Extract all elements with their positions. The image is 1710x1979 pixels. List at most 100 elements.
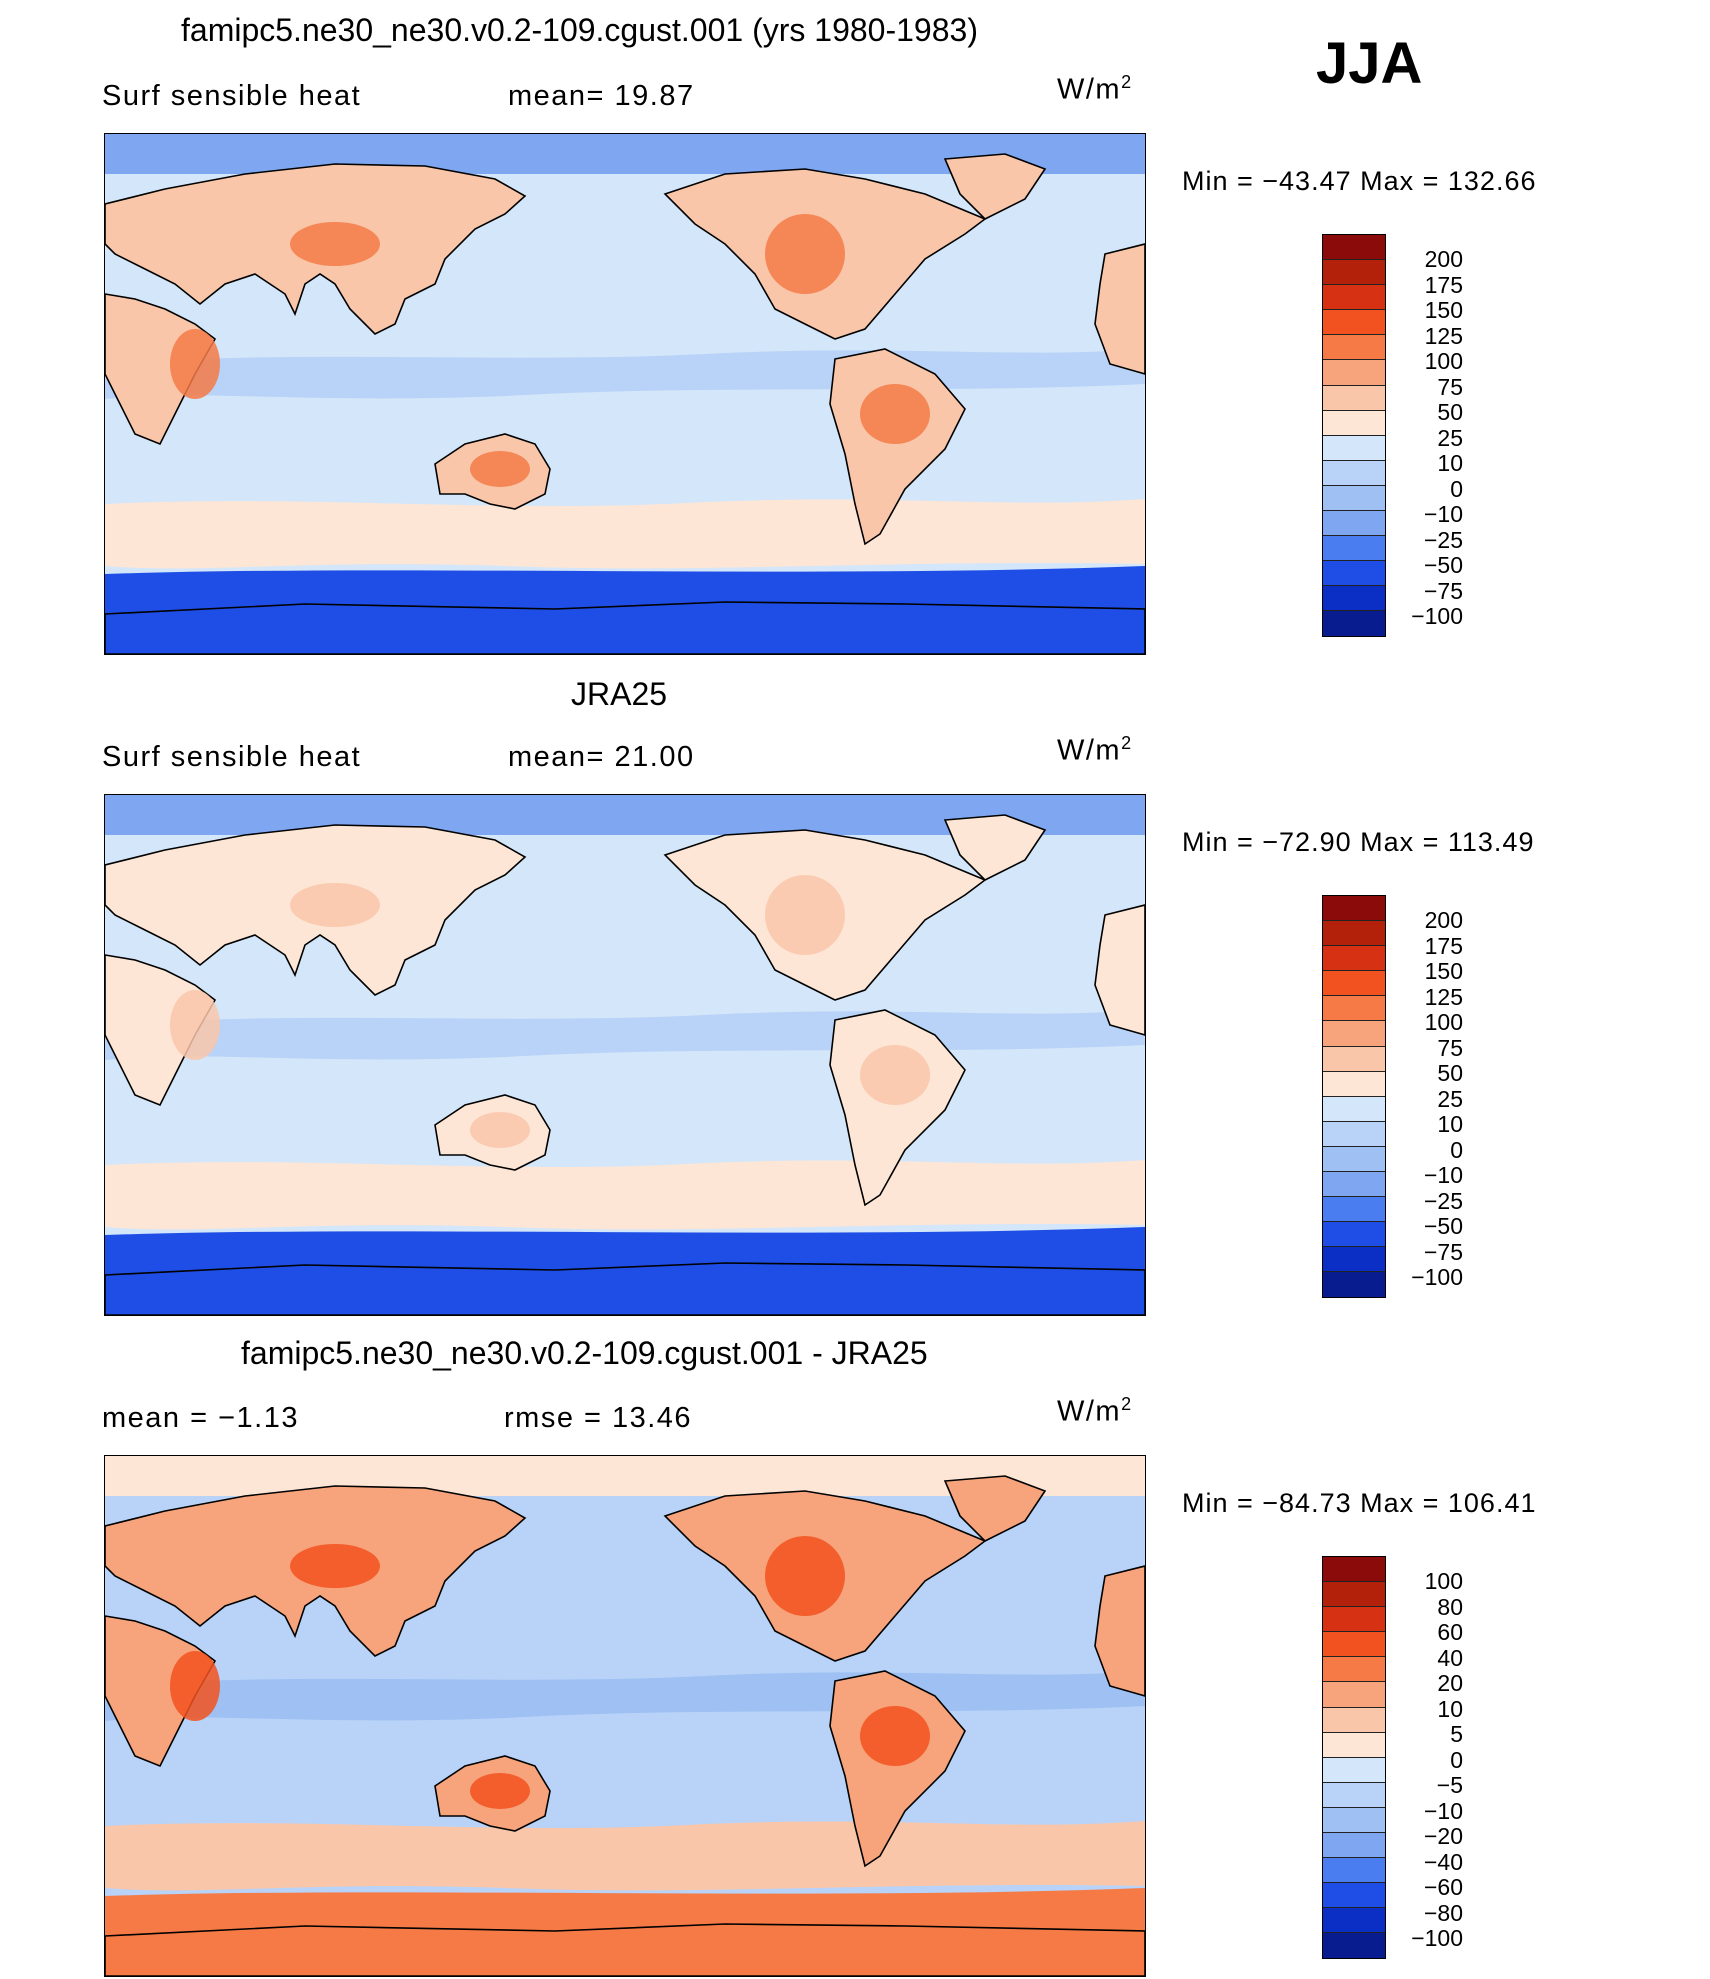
colorbar-swatch [1323, 1021, 1385, 1047]
colorbar-swatch [1323, 996, 1385, 1022]
colorbar-swatch [1323, 921, 1385, 947]
colorbar-swatch [1323, 1582, 1385, 1608]
colorbar-swatch [1323, 946, 1385, 972]
colorbar-level-label: −75 [1423, 1238, 1463, 1265]
colorbar-level-label: −10 [1423, 1797, 1463, 1824]
panel1-minmax: Min = −43.47 Max = 132.66 [1182, 166, 1537, 196]
southern-storm-track [105, 1160, 1145, 1230]
continent-outline [105, 1923, 1145, 1976]
panel2-colorbar [1322, 895, 1386, 1298]
field-anomaly [860, 1706, 930, 1766]
season-label: JJA [1316, 31, 1423, 96]
panel3-mean-label: mean = −1.13 [102, 1402, 299, 1434]
colorbar-level-label: −100 [1411, 1925, 1463, 1951]
field-anomaly [860, 384, 930, 444]
colorbar-level-label: −5 [1436, 1772, 1463, 1798]
colorbar-level-label: −50 [1423, 552, 1463, 578]
colorbar-swatch [1323, 1908, 1385, 1934]
colorbar-level-label: 125 [1424, 983, 1463, 1010]
colorbar-swatch [1323, 360, 1385, 386]
panel3-minmax: Min = −84.73 Max = 106.41 [1182, 1488, 1537, 1518]
colorbar-swatch [1323, 896, 1385, 922]
colorbar-swatch [1323, 1858, 1385, 1884]
panel1-mean-label: mean= 19.87 [508, 80, 695, 112]
continent-outline [943, 814, 1047, 881]
colorbar-level-label: 0 [1450, 1136, 1463, 1163]
colorbar-level-label: 60 [1437, 1619, 1463, 1645]
panel3-colorbar-labels: 100 80 60 40 20 10 5 0 −5 −10 −20 −40 −60 −80 −100 [1393, 1568, 1463, 1952]
panel1-variable-label: Surf sensible heat [102, 80, 362, 112]
map-canvas [105, 795, 1145, 1315]
panel2-mean-label: mean= 21.00 [508, 741, 695, 773]
panel3-colorbar [1322, 1556, 1386, 1959]
colorbar-level-label: −25 [1423, 526, 1463, 553]
southern-storm-track [105, 499, 1145, 569]
colorbar-level-label: 150 [1424, 958, 1463, 984]
field-anomaly [470, 451, 530, 487]
colorbar-swatch [1323, 310, 1385, 336]
colorbar-level-label: 25 [1437, 1085, 1463, 1112]
field-anomaly [170, 990, 220, 1060]
colorbar-swatch [1323, 335, 1385, 361]
colorbar-swatch [1323, 235, 1385, 261]
panel1-colorbar-labels: 200 175 150 125 100 75 50 25 10 0 −10 −25 −50 −75 −100 [1393, 246, 1463, 630]
continent-outline [1094, 904, 1145, 1036]
map-canvas [105, 134, 1145, 654]
colorbar-swatch [1323, 1757, 1385, 1783]
colorbar-swatch [1323, 511, 1385, 537]
colorbar-level-label: 10 [1437, 450, 1463, 476]
colorbar-swatch [1323, 1782, 1385, 1808]
colorbar-level-label: 10 [1437, 1111, 1463, 1137]
colorbar-level-label: 0 [1450, 475, 1463, 502]
colorbar-swatch [1323, 561, 1385, 587]
colorbar-level-label: −80 [1423, 1899, 1463, 1926]
panel1-colorbar [1322, 234, 1386, 637]
field-anomaly [470, 1773, 530, 1809]
panel2-colorbar-labels: 200 175 150 125 100 75 50 25 10 0 −10 −25 −50 −75 −100 [1393, 907, 1463, 1291]
colorbar-swatch [1323, 586, 1385, 612]
panel1-units: W/m2 [1057, 72, 1133, 106]
panel3-title: famipc5.ne30_ne30.v0.2-109.cgust.001 - J… [241, 1335, 928, 1371]
colorbar-level-label: 100 [1424, 1568, 1463, 1594]
colorbar-swatch [1323, 285, 1385, 311]
colorbar-level-label: −50 [1423, 1213, 1463, 1239]
panel2-minmax: Min = −72.90 Max = 113.49 [1182, 827, 1535, 857]
colorbar-level-label: 175 [1424, 271, 1463, 298]
panel2-map [104, 794, 1146, 1316]
colorbar-level-label: −75 [1423, 577, 1463, 604]
panel3-units: W/m2 [1057, 1394, 1133, 1428]
colorbar-level-label: −100 [1411, 603, 1463, 629]
colorbar-swatch [1323, 1883, 1385, 1909]
colorbar-level-label: −40 [1423, 1848, 1463, 1875]
colorbar-swatch [1323, 1046, 1385, 1072]
colorbar-level-label: 25 [1437, 424, 1463, 451]
colorbar-level-label: −10 [1423, 501, 1463, 527]
field-anomaly [860, 1045, 930, 1105]
colorbar-level-label: −60 [1423, 1874, 1463, 1900]
continent-outline [105, 1262, 1145, 1315]
panel3-rmse-label: rmse = 13.46 [504, 1402, 693, 1434]
colorbar-swatch [1323, 485, 1385, 512]
colorbar-level-label: 5 [1450, 1721, 1463, 1747]
colorbar-swatch [1323, 1121, 1385, 1147]
colorbar-level-label: 50 [1437, 1060, 1463, 1086]
colorbar-level-label: 100 [1424, 1009, 1463, 1035]
panel2-units: W/m2 [1057, 733, 1133, 767]
southern-storm-track [105, 1821, 1145, 1891]
colorbar-level-label: 200 [1424, 246, 1463, 272]
field-anomaly [170, 1651, 220, 1721]
panel1-map [104, 133, 1146, 655]
colorbar-swatch [1323, 1222, 1385, 1248]
colorbar-swatch [1323, 1833, 1385, 1859]
colorbar-swatch [1323, 1732, 1385, 1758]
continent-outline [1094, 243, 1145, 375]
colorbar-level-label: 50 [1437, 399, 1463, 425]
field-anomaly [765, 1536, 845, 1616]
colorbar-level-label: 20 [1437, 1670, 1463, 1696]
continent-outline [1094, 1565, 1145, 1697]
colorbar-swatch [1323, 1682, 1385, 1708]
colorbar-swatch [1323, 611, 1385, 636]
colorbar-swatch [1323, 1071, 1385, 1097]
continent-outline [943, 1475, 1047, 1542]
colorbar-swatch [1323, 1807, 1385, 1834]
